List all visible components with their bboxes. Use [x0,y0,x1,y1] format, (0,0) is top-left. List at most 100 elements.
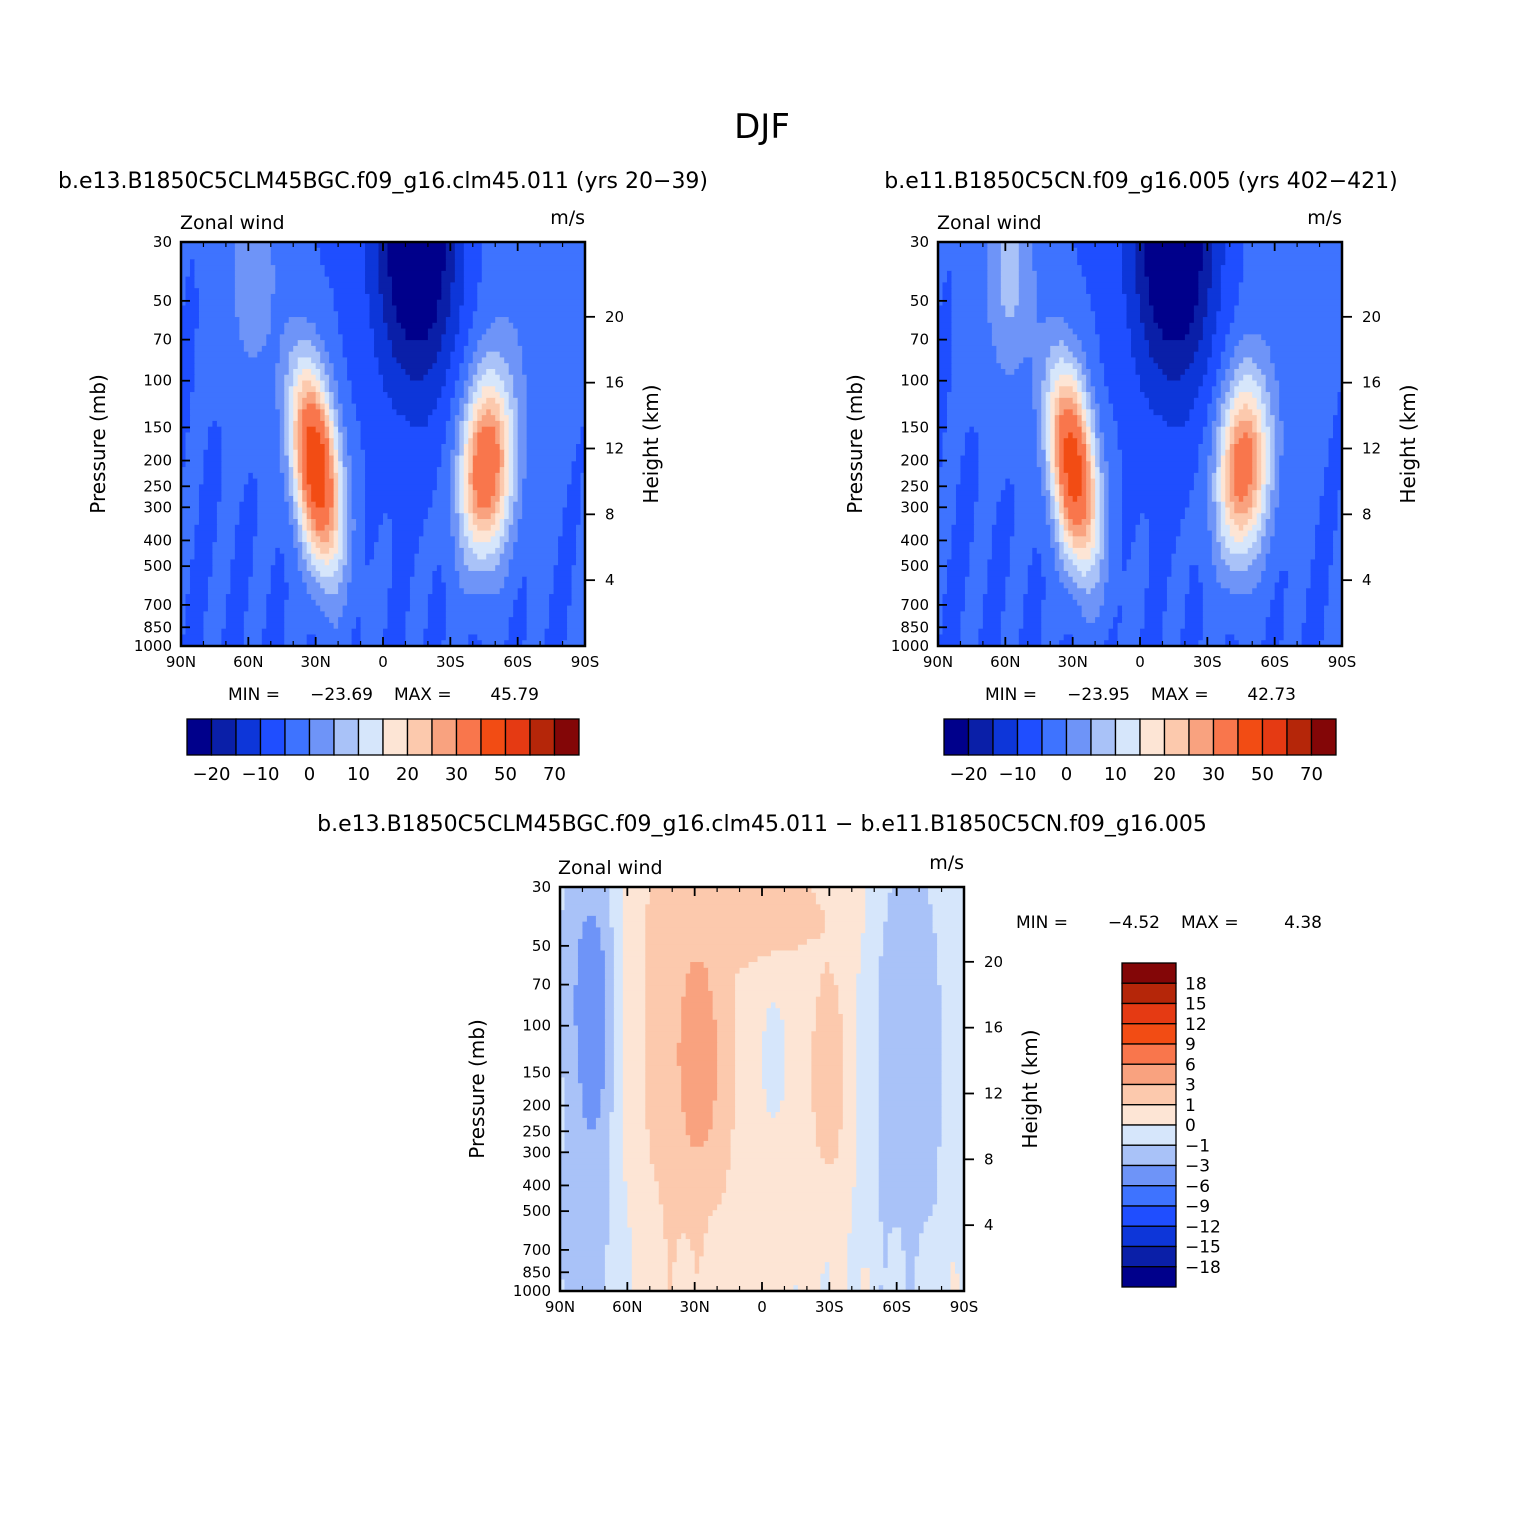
contour-cell [938,461,944,468]
contour-cell [1059,461,1065,468]
contour-cell [838,1002,857,1009]
contour-cell [1041,392,1047,399]
contour-cell [938,363,953,370]
contour-cell [279,426,285,434]
contour-cell [622,1100,646,1107]
contour-cell [1090,444,1096,451]
contour-cell [1095,513,1101,520]
contour-cell [564,898,610,905]
contour-cell [1077,415,1083,422]
contour-cell [1081,420,1087,428]
contour-cell [1207,501,1217,509]
contour-cell [571,472,582,480]
contour-cell [694,1250,705,1257]
contour-cell [1229,455,1235,462]
contour-cell [631,1262,669,1269]
colorbar-label: −9 [1185,1197,1210,1217]
contour-cell [580,495,585,503]
contour-cell [504,542,514,549]
contour-cell [342,415,357,422]
contour-cell [365,472,438,480]
contour-cell [378,357,398,364]
contour-cell [577,1025,606,1032]
contour-cell [499,415,510,422]
contour-cell [194,542,214,549]
contour-cell [1122,524,1137,532]
colorbar-label: 70 [1300,764,1323,785]
contour-cell [978,455,1038,462]
contour-cell [342,484,348,491]
contour-cell [824,921,866,928]
contour-cell [297,524,303,532]
contour-cell [942,282,953,289]
contour-cell [472,449,478,457]
contour-cell [1108,519,1123,526]
contour-cell [293,368,303,376]
contour-cell [681,1019,718,1027]
contour-cell [284,386,290,393]
x-tick-label: 30N [301,653,331,671]
contour-cell [365,449,442,457]
contour-cell [1032,547,1038,555]
contour-cell [1238,420,1253,428]
contour-cell [951,311,988,318]
contour-cell [293,392,299,399]
contour-cell [239,513,258,520]
contour-cell [560,1112,566,1119]
contour-cell [445,588,465,595]
contour-cell [1081,519,1092,526]
contour-cell [1144,247,1204,255]
contour-cell [1328,582,1342,589]
contour-cell [1234,449,1253,457]
contour-cell [1063,467,1083,474]
contour-cell [243,345,263,353]
contour-cell [450,282,465,289]
contour-cell [609,887,624,894]
contour-cell [369,305,384,312]
contour-cell [1095,461,1101,468]
contour-cell [1243,374,1253,382]
contour-cell [329,449,335,457]
contour-cell [1054,484,1060,491]
contour-cell [1122,495,1190,503]
contour-cell [1261,368,1276,376]
contour-cell [504,409,514,416]
contour-cell [481,403,501,410]
contour-cell [284,392,290,399]
contour-cell [1036,432,1042,439]
contour-cell [1050,495,1056,503]
contour-cell [1063,536,1074,543]
contour-cell [735,1060,763,1067]
contour-cell [342,553,348,561]
contour-cell [383,628,407,636]
contour-cell [324,455,330,462]
contour-cell [856,1164,880,1171]
contour-cell [1234,490,1249,497]
contour-cell [468,328,487,335]
contour-cell [708,1227,853,1234]
contour-cell [663,1221,709,1229]
contour-cell [1090,478,1096,485]
contour-cell [582,921,597,928]
contour-cell [1225,495,1231,503]
contour-cell [468,449,474,457]
contour-cell [847,1267,862,1275]
contour-cell [1243,242,1342,249]
contour-cell [942,288,953,295]
contour-cell [571,588,585,595]
contour-cell [508,317,585,324]
contour-cell [1333,553,1342,561]
contour-cell [560,1048,579,1055]
contour-cell [270,305,335,312]
contour-cell [181,328,196,335]
contour-cell [477,634,510,641]
contour-cell [1207,524,1217,532]
contour-cell [1261,484,1267,491]
contour-cell [878,956,938,963]
units-label: m/s [550,207,585,229]
colorbar-swatch [1121,1124,1177,1146]
contour-cell [504,576,523,584]
contour-cell [580,426,585,434]
contour-cell [329,420,335,428]
contour-cell [1274,455,1280,462]
